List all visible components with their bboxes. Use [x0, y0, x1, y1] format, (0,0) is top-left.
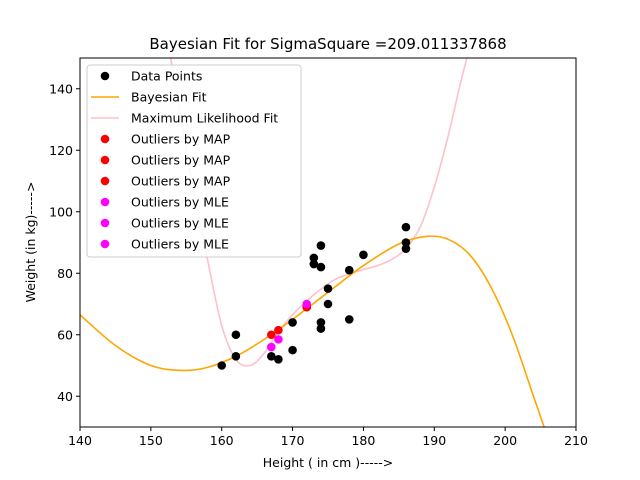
data-points-point: [323, 299, 333, 309]
legend-item: Outliers by MLE: [100, 195, 229, 210]
outliers-by-mle-point: [267, 342, 276, 352]
data-points-point: [231, 330, 241, 340]
legend-swatch: [100, 197, 110, 207]
legend-label: Bayesian Fit: [131, 90, 207, 105]
plot-frame: [79, 57, 577, 428]
legend-item: Outliers by MAP: [100, 132, 231, 147]
legend-swatch: [100, 218, 110, 228]
data-points-point: [309, 253, 319, 263]
legend-swatch: [100, 239, 110, 249]
y-tick-label: 40: [57, 389, 73, 404]
x-axis-label: Height ( in cm )----->: [263, 455, 393, 470]
data-points-point: [288, 318, 297, 327]
y-tick-label: 100: [49, 204, 73, 219]
x-tick-label: 200: [493, 433, 517, 448]
data-points-point: [274, 355, 283, 364]
legend-swatch: [100, 155, 110, 165]
x-tick-label: 140: [68, 433, 92, 448]
legend-label: Outliers by MAP: [131, 174, 231, 189]
y-axis: 40 60 80 100 120 140: [49, 81, 80, 404]
legend-swatch: [100, 71, 110, 81]
data-points-point: [401, 238, 411, 247]
legend-item: Data Points: [100, 69, 202, 84]
y-axis-label: Weight (in kg)----->: [23, 182, 38, 303]
data-points-point: [309, 259, 319, 269]
data-points-point: [316, 324, 326, 333]
data-points-point: [316, 318, 326, 327]
x-tick-label: 190: [422, 433, 446, 448]
data-points-point: [401, 222, 411, 232]
legend-box: [86, 64, 302, 258]
y-tick-label: 80: [57, 266, 73, 281]
data-points-point: [316, 262, 326, 272]
x-tick-label: 160: [210, 433, 234, 448]
data-points: [217, 222, 411, 370]
x-tick-label: 150: [139, 433, 163, 448]
maximum-likelihood-fit-line: [169, 58, 468, 367]
legend-swatch: [100, 176, 110, 186]
y-tick-label: 120: [49, 143, 73, 158]
data-points-point: [359, 250, 368, 260]
bayesian-fit-line: [80, 235, 545, 427]
data-points-point: [323, 284, 333, 293]
outliers-by-mle-point: [302, 299, 312, 309]
outliers-by-mle-point: [274, 335, 283, 344]
outliers-by-map-point: [274, 325, 283, 335]
data-points-point: [401, 244, 411, 253]
legend: Data Points Bayesian Fit Maximum Likelihoo…: [86, 64, 302, 258]
x-tick-label: 180: [351, 433, 375, 448]
legend-label: Maximum Likelihood Fit: [131, 111, 278, 126]
y-tick-label: 60: [57, 327, 73, 342]
legend-label: Outliers by MAP: [131, 132, 231, 147]
data-points-point: [344, 265, 354, 275]
x-tick-label: 170: [281, 433, 305, 448]
legend-item: Maximum Likelihood Fit: [91, 111, 278, 126]
x-tick-label: 210: [564, 433, 588, 448]
legend-item: Bayesian Fit: [91, 90, 207, 105]
data-points-point: [288, 345, 297, 355]
data-points-point: [316, 241, 326, 250]
data-points-point: [267, 351, 276, 361]
legend-label: Outliers by MLE: [131, 216, 229, 231]
legend-label: Outliers by MLE: [131, 237, 229, 252]
plot-area: [80, 58, 545, 427]
legend-item: Outliers by MAP: [100, 153, 231, 168]
legend-item: Outliers by MLE: [100, 216, 229, 231]
outliers-by-map-point: [267, 330, 276, 340]
legend-label: Outliers by MLE: [131, 195, 229, 210]
fit-curves: [80, 58, 545, 427]
legend-swatch: [100, 134, 110, 144]
legend-item: Outliers by MLE: [100, 237, 229, 252]
x-axis: 140 150 160 170 180 190 200 210: [68, 427, 588, 448]
data-points-point: [344, 315, 354, 324]
legend-label: Outliers by MAP: [131, 153, 231, 168]
data-points-point: [231, 351, 241, 361]
chart-title: Bayesian Fit for SigmaSquare =209.011337…: [149, 35, 506, 53]
legend-item: Outliers by MAP: [100, 174, 231, 189]
data-points-point: [217, 361, 227, 370]
legend-label: Data Points: [131, 69, 202, 84]
y-tick-label: 140: [49, 81, 73, 96]
